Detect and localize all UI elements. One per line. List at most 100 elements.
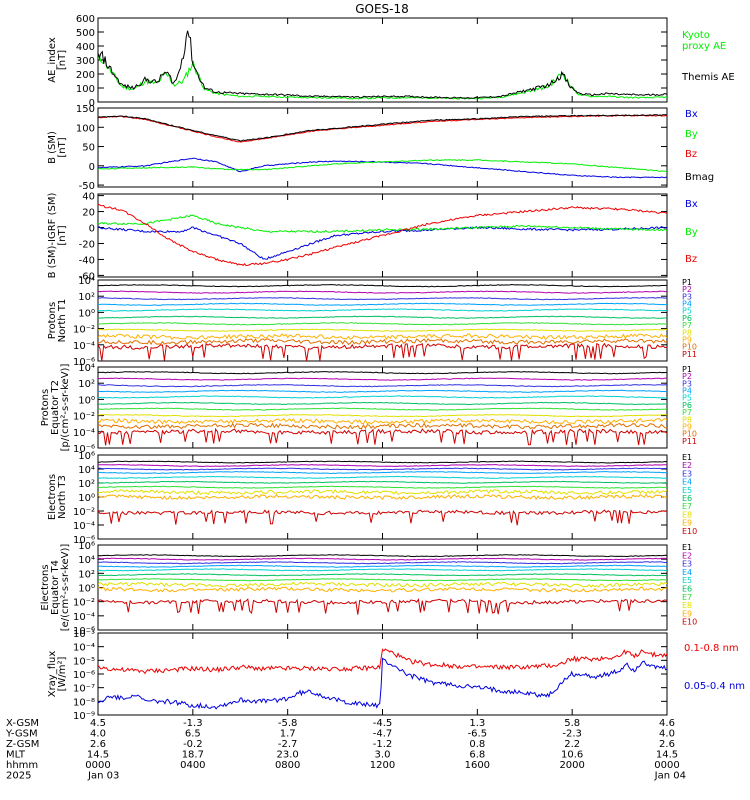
legend-label: Bx xyxy=(685,199,698,210)
series-bz xyxy=(98,203,667,267)
y-axis-label: AE_index xyxy=(47,37,58,83)
legend-label: Bmag xyxy=(685,172,714,183)
axis-value: 0800 xyxy=(275,760,300,771)
axis-value: 1.7 xyxy=(280,729,296,740)
axis-value: -6.5 xyxy=(468,729,488,740)
axis-value: 14.5 xyxy=(87,750,109,761)
legend-label: P1 xyxy=(682,278,692,287)
axis-value: -4.5 xyxy=(373,718,393,729)
axis-row-label: Z-GSM xyxy=(6,739,39,750)
y-tick-label: 50 xyxy=(82,143,95,154)
axis-value: 1.3 xyxy=(469,718,485,729)
panel-bsm xyxy=(97,107,668,188)
y-tick-label: 10⁻⁶ xyxy=(73,626,95,637)
series-e9 xyxy=(98,586,667,593)
legend-label: E5 xyxy=(682,486,692,495)
series-p6 xyxy=(98,401,667,406)
y-tick-label: 10⁰ xyxy=(78,493,95,504)
series-p2 xyxy=(98,377,667,381)
legend-label: E8 xyxy=(682,601,692,610)
legend-label: E6 xyxy=(682,494,692,503)
legend-label: P11 xyxy=(682,437,697,446)
axis-row-label: MLT xyxy=(6,750,26,761)
y-tick-label: 10⁻⁷ xyxy=(73,684,95,695)
series-e7 xyxy=(98,485,667,489)
y-tick-label: 10⁻⁴ xyxy=(73,341,95,352)
y-tick-label: 10⁰ xyxy=(78,395,95,406)
y-tick-label: 10⁻³ xyxy=(73,629,95,640)
y-tick-label: 10⁻² xyxy=(73,412,95,423)
y-axis-label: Equator T4 xyxy=(50,560,61,615)
series-p11 xyxy=(98,427,667,446)
series-p10 xyxy=(98,422,667,430)
series-p5 xyxy=(98,308,667,312)
series-e6 xyxy=(98,480,667,484)
axis-row-label: 2025 xyxy=(6,771,31,782)
panel-frame xyxy=(97,17,668,103)
legend-label: P9 xyxy=(682,335,692,344)
legend-label: E6 xyxy=(682,585,692,594)
axis-value: 6.5 xyxy=(185,729,201,740)
legend-label: E1 xyxy=(682,453,692,462)
legend-label: P11 xyxy=(682,350,697,359)
axis-value: 1200 xyxy=(370,760,395,771)
series-kyoto-proxy-ae xyxy=(98,53,667,100)
y-tick-label: 10² xyxy=(78,292,95,303)
legend-label: E4 xyxy=(682,478,692,487)
y-axis-label: North T3 xyxy=(57,475,68,519)
panel-ae xyxy=(97,17,668,103)
axis-value: -4.7 xyxy=(373,729,393,740)
legend-label: By xyxy=(685,227,698,238)
y-axis-label: Equator T2 xyxy=(50,380,61,435)
series-p7 xyxy=(98,322,667,326)
axis-row-label: hhmm xyxy=(6,760,38,771)
axis-row-label: Y-GSM xyxy=(5,729,38,740)
y-axis-label: Electrons xyxy=(40,564,51,610)
legend-label: E7 xyxy=(682,502,692,511)
y-axis-label: [W/m²] xyxy=(57,656,68,691)
legend-label: P10 xyxy=(682,343,697,352)
axis-value: 6.8 xyxy=(469,750,485,761)
series-e9 xyxy=(98,493,667,501)
panel-xray xyxy=(97,632,668,716)
axis-value: 14.5 xyxy=(656,750,678,761)
y-tick-label: 10⁻⁸ xyxy=(73,697,95,708)
legend-label: P5 xyxy=(682,307,692,316)
axis-value: 2.6 xyxy=(659,739,675,750)
y-tick-label: 10⁻⁴ xyxy=(73,643,95,654)
axis-value: -2.3 xyxy=(562,729,582,740)
legend-label: Bx xyxy=(685,109,698,120)
series-e8 xyxy=(98,581,667,588)
legend-label: E7 xyxy=(682,593,692,602)
series-e1 xyxy=(98,554,667,558)
legend-label: P2 xyxy=(682,285,692,294)
axis-value: 0000 xyxy=(85,760,110,771)
y-axis-label: North T1 xyxy=(57,299,68,343)
y-tick-label: 10⁻² xyxy=(73,507,95,518)
series-p9 xyxy=(98,417,667,425)
legend-label: P2 xyxy=(682,372,692,381)
y-tick-label: 0 xyxy=(89,224,95,235)
y-axis-label: [e/(cm²-s-sr-keV)] xyxy=(60,544,71,632)
y-tick-label: 10⁻⁵ xyxy=(73,656,95,667)
y-tick-label: 10⁻⁴ xyxy=(73,428,95,439)
panel-pequator xyxy=(97,366,668,449)
legend-label: E8 xyxy=(682,510,692,519)
legend-label: E2 xyxy=(682,461,692,470)
series-p3 xyxy=(98,383,667,388)
y-tick-label: 10⁻⁶ xyxy=(73,444,95,455)
legend-label: 0.1-0.8 nm xyxy=(684,643,739,654)
panel-pnorth xyxy=(97,279,668,362)
legend-label: By xyxy=(685,129,698,140)
legend-label: Bz xyxy=(685,149,697,160)
y-tick-label: 100 xyxy=(76,84,95,95)
legend-label: E5 xyxy=(682,576,692,585)
legend-label: P8 xyxy=(682,328,692,337)
series-e2 xyxy=(98,464,667,468)
series-themis-ae xyxy=(98,30,667,99)
y-tick-label: 10² xyxy=(78,479,95,490)
series-p3 xyxy=(98,297,667,301)
y-tick-label: 150 xyxy=(76,104,95,115)
y-tick-label: 10⁴ xyxy=(78,555,95,566)
series-e6 xyxy=(98,573,667,577)
